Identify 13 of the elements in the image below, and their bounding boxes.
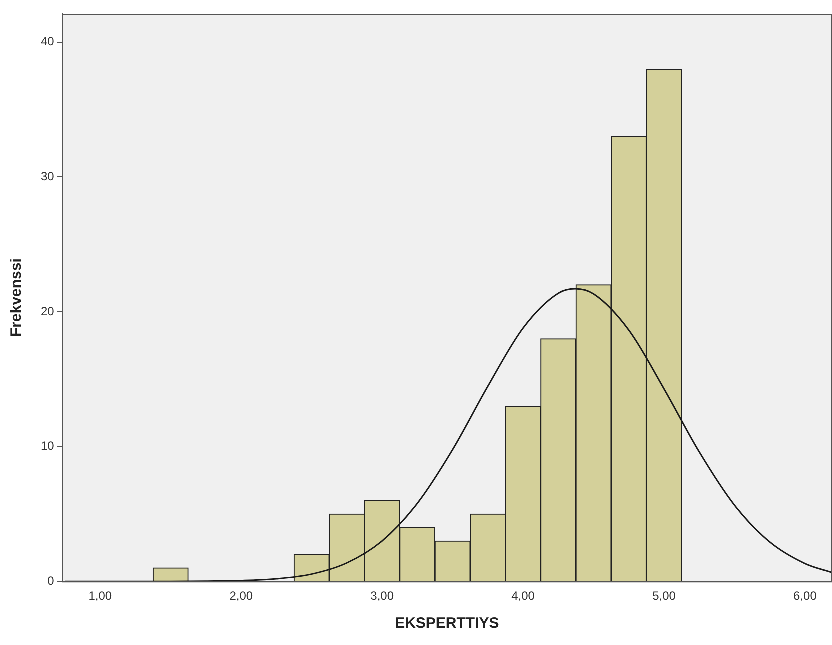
x-tick-label: 3,00 bbox=[370, 589, 394, 604]
y-axis-title: Frekvenssi bbox=[8, 258, 26, 337]
y-tick-label: 0 bbox=[48, 574, 55, 588]
x-axis-title: EKSPERTTIYS bbox=[395, 615, 500, 632]
y-tick-label: 20 bbox=[40, 304, 55, 318]
y-tick-label: 30 bbox=[40, 169, 55, 184]
y-tick-label: 40 bbox=[40, 34, 55, 49]
x-tick-label: 2,00 bbox=[230, 589, 254, 604]
x-tick-label: 5,00 bbox=[652, 589, 676, 604]
x-tick-label: 4,00 bbox=[512, 589, 536, 604]
x-tick-label: 6,00 bbox=[794, 589, 818, 604]
y-tick-label: 10 bbox=[40, 439, 55, 454]
x-tick-label: 1,00 bbox=[88, 589, 112, 604]
